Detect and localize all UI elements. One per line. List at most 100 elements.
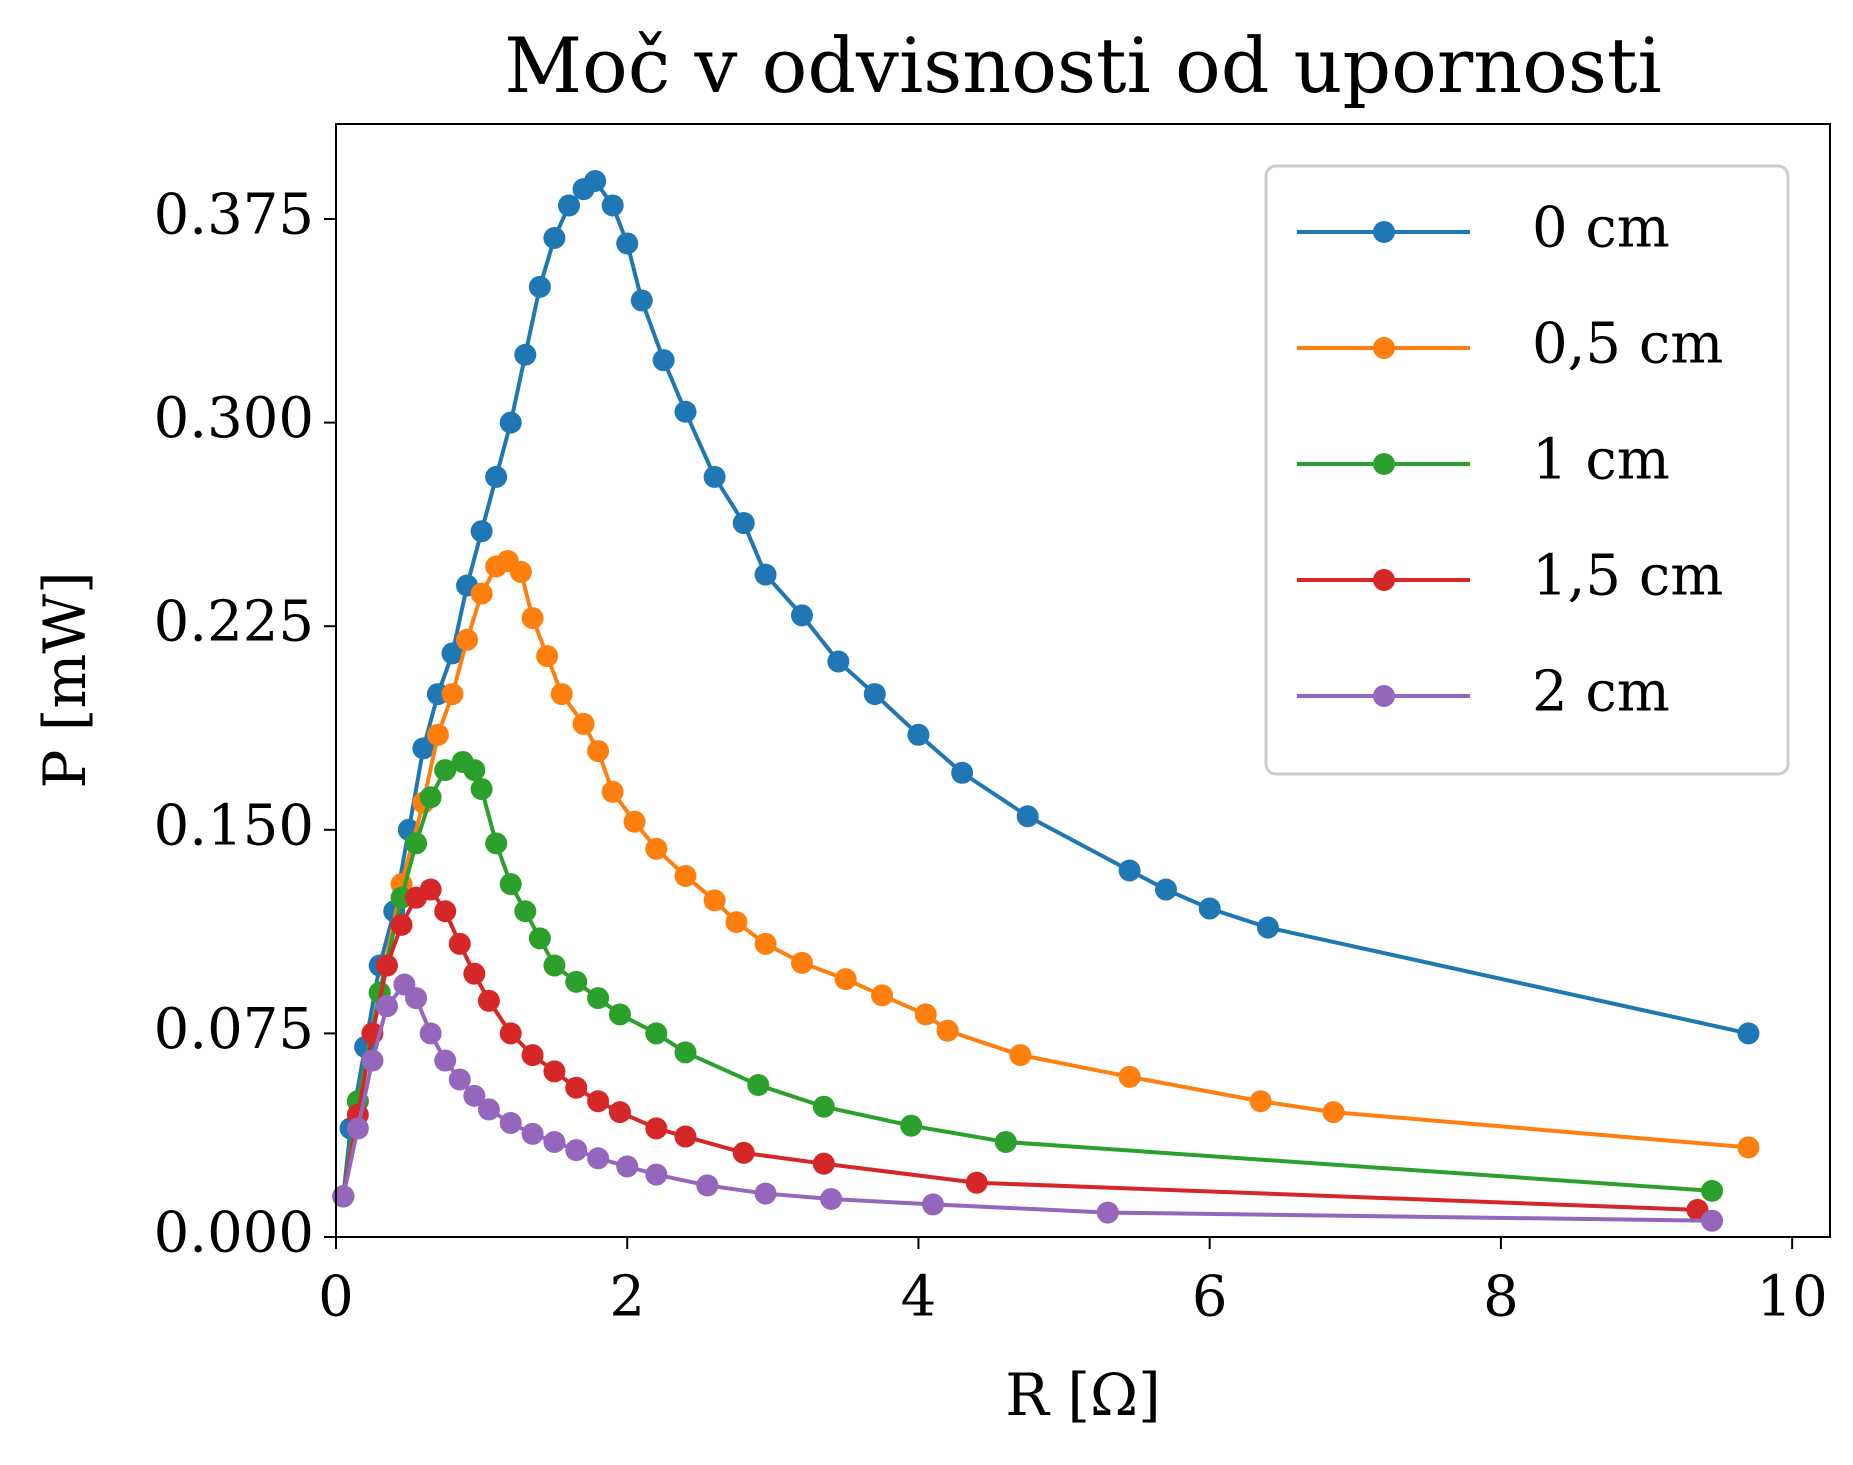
data-point bbox=[645, 1163, 668, 1186]
y-tick-label: 0.225 bbox=[154, 590, 314, 655]
data-point bbox=[994, 1130, 1017, 1153]
data-point bbox=[827, 650, 850, 673]
data-point bbox=[434, 759, 457, 782]
data-point bbox=[463, 1084, 486, 1107]
data-point bbox=[375, 995, 398, 1018]
data-point bbox=[550, 683, 573, 706]
data-point bbox=[790, 951, 813, 974]
data-point bbox=[834, 968, 857, 991]
plot-frame bbox=[335, 123, 1831, 1238]
data-point bbox=[332, 1185, 355, 1208]
x-tick-label: 0 bbox=[318, 1265, 354, 1330]
x-tick-label: 4 bbox=[901, 1265, 937, 1330]
data-point bbox=[521, 607, 544, 630]
legend-label: 0 cm bbox=[1532, 196, 1670, 261]
data-point bbox=[674, 864, 697, 887]
legend-marker bbox=[1373, 337, 1395, 359]
data-point bbox=[463, 962, 486, 985]
data-point bbox=[696, 1174, 719, 1197]
data-point bbox=[645, 1117, 668, 1140]
data-point bbox=[587, 987, 610, 1010]
data-point bbox=[470, 520, 493, 543]
legend-label: 2 cm bbox=[1532, 660, 1670, 725]
y-tick-label: 0.375 bbox=[154, 183, 314, 248]
data-point bbox=[1118, 859, 1141, 882]
data-point bbox=[608, 1101, 631, 1124]
data-point bbox=[601, 780, 624, 803]
data-point bbox=[390, 913, 413, 936]
data-point bbox=[820, 1187, 843, 1210]
data-point bbox=[951, 761, 974, 784]
data-point bbox=[499, 411, 522, 434]
data-point bbox=[584, 170, 607, 193]
data-point bbox=[470, 582, 493, 605]
legend-marker bbox=[1373, 453, 1395, 475]
data-point bbox=[448, 932, 471, 955]
y-axis-label: P [mW] bbox=[31, 571, 99, 788]
data-point bbox=[907, 723, 930, 746]
data-point bbox=[557, 194, 580, 217]
data-point bbox=[754, 932, 777, 955]
data-point bbox=[732, 512, 755, 535]
data-point bbox=[812, 1152, 835, 1175]
data-point bbox=[514, 900, 537, 923]
data-point bbox=[521, 1122, 544, 1145]
x-axis-label: R [Ω] bbox=[1005, 1361, 1160, 1429]
data-point bbox=[419, 1022, 442, 1045]
data-point bbox=[434, 900, 457, 923]
data-point bbox=[645, 837, 668, 860]
data-point bbox=[565, 1139, 588, 1162]
data-point bbox=[426, 723, 449, 746]
data-point bbox=[346, 1117, 369, 1140]
data-point bbox=[1096, 1201, 1119, 1224]
data-point bbox=[477, 989, 500, 1012]
series-line bbox=[341, 558, 1749, 1197]
legend-box bbox=[1264, 164, 1790, 776]
data-point bbox=[405, 832, 428, 855]
x-tick-label: 2 bbox=[609, 1265, 645, 1330]
data-point bbox=[434, 1049, 457, 1072]
data-point bbox=[936, 1019, 959, 1042]
data-point bbox=[1701, 1209, 1724, 1232]
legend-marker bbox=[1373, 685, 1395, 707]
data-point bbox=[419, 786, 442, 809]
data-point bbox=[630, 289, 653, 312]
data-point bbox=[470, 778, 493, 801]
chart-title: Moč v odvisnosti od upornosti bbox=[504, 21, 1662, 110]
data-point bbox=[922, 1193, 945, 1216]
data-point bbox=[448, 1068, 471, 1091]
y-tick-label: 0.300 bbox=[154, 386, 314, 451]
data-point bbox=[747, 1073, 770, 1096]
data-point bbox=[572, 712, 595, 735]
data-point bbox=[565, 970, 588, 993]
data-point bbox=[587, 1090, 610, 1113]
data-point bbox=[1737, 1136, 1760, 1159]
data-point bbox=[812, 1095, 835, 1118]
data-point bbox=[790, 604, 813, 627]
legend-label: 1,5 cm bbox=[1532, 544, 1723, 609]
data-point bbox=[703, 465, 726, 488]
data-point bbox=[499, 1111, 522, 1134]
data-point bbox=[477, 1098, 500, 1121]
data-point bbox=[1256, 916, 1279, 939]
data-point bbox=[914, 1003, 937, 1026]
data-point bbox=[1249, 1090, 1272, 1113]
data-point bbox=[509, 560, 532, 583]
data-point bbox=[732, 1141, 755, 1164]
data-point bbox=[543, 227, 566, 250]
data-point bbox=[528, 927, 551, 950]
data-point bbox=[674, 400, 697, 423]
data-point bbox=[405, 987, 428, 1010]
data-point bbox=[412, 737, 435, 760]
data-point bbox=[565, 1076, 588, 1099]
data-point bbox=[419, 878, 442, 901]
data-point bbox=[1701, 1179, 1724, 1202]
x-tick-label: 8 bbox=[1483, 1265, 1519, 1330]
data-point bbox=[1198, 897, 1221, 920]
data-point bbox=[521, 1044, 544, 1067]
data-point bbox=[754, 563, 777, 586]
data-point bbox=[623, 810, 646, 833]
data-point bbox=[1322, 1101, 1345, 1124]
legend-marker bbox=[1373, 221, 1395, 243]
